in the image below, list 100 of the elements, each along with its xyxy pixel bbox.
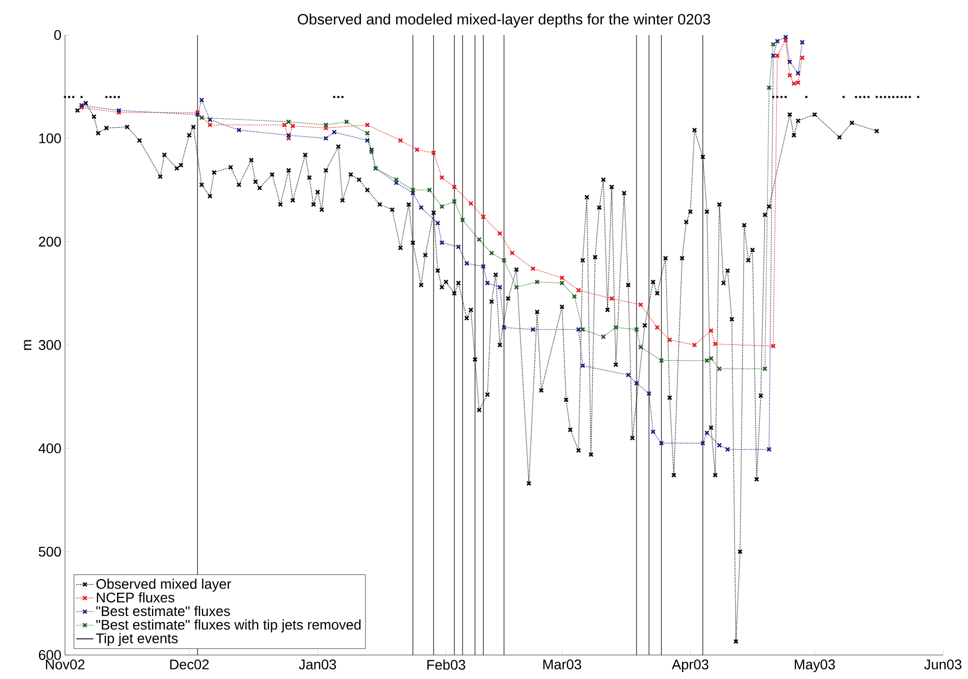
point xyxy=(497,230,502,236)
point xyxy=(770,42,776,47)
point xyxy=(410,190,416,196)
point xyxy=(626,372,631,378)
point xyxy=(452,198,457,204)
point xyxy=(712,341,718,347)
point xyxy=(716,442,722,448)
point xyxy=(476,237,482,242)
x-tick-label: Jun03 xyxy=(924,660,962,670)
point xyxy=(480,214,486,220)
point xyxy=(394,177,399,182)
legend-label: "Best estimate" fluxes xyxy=(96,606,230,616)
point xyxy=(704,430,710,436)
point xyxy=(654,324,660,330)
point xyxy=(800,40,805,45)
y-tick-label: 600 xyxy=(38,650,61,660)
point xyxy=(787,59,792,64)
point xyxy=(199,98,204,103)
point xyxy=(510,250,515,256)
point xyxy=(634,380,640,386)
ref-line-label: Tip jet events xyxy=(96,633,178,646)
point xyxy=(534,279,540,285)
point xyxy=(646,391,652,396)
point xyxy=(435,220,440,226)
point xyxy=(439,175,444,180)
point xyxy=(530,266,536,272)
point xyxy=(600,334,606,340)
point xyxy=(638,302,644,308)
point xyxy=(286,119,292,124)
point xyxy=(323,122,328,128)
point xyxy=(207,122,212,128)
point xyxy=(770,344,776,349)
point xyxy=(282,122,288,128)
point xyxy=(195,112,200,118)
point xyxy=(800,55,805,60)
point xyxy=(658,440,664,446)
point xyxy=(410,187,416,193)
point xyxy=(452,184,457,190)
point xyxy=(398,138,403,143)
x-tick-label: Dec02 xyxy=(170,660,209,670)
point xyxy=(700,440,706,446)
y-tick-label: 400 xyxy=(38,443,61,454)
point xyxy=(692,342,698,348)
y-axis-title: m xyxy=(24,340,32,350)
point xyxy=(576,326,582,332)
point xyxy=(332,130,337,135)
point xyxy=(770,53,776,58)
y-tick-label: 500 xyxy=(38,546,61,557)
point xyxy=(418,205,424,210)
point xyxy=(323,136,328,141)
point xyxy=(439,204,444,210)
point xyxy=(514,284,519,290)
point xyxy=(426,187,432,193)
point xyxy=(344,119,350,124)
point xyxy=(787,72,792,78)
point xyxy=(609,296,614,302)
point xyxy=(774,38,780,44)
point xyxy=(559,280,565,286)
y-tick-label: 100 xyxy=(39,133,61,144)
point xyxy=(414,147,420,152)
point xyxy=(796,70,801,76)
point xyxy=(464,260,470,266)
point xyxy=(207,117,212,122)
x-tick-label: Feb03 xyxy=(427,660,466,670)
point xyxy=(199,115,204,120)
point xyxy=(501,324,507,330)
x-tick-label: Jan03 xyxy=(298,660,336,670)
point xyxy=(634,326,640,332)
point xyxy=(783,34,788,40)
point xyxy=(762,366,768,372)
point xyxy=(580,363,586,368)
point xyxy=(439,240,444,246)
y-tick-label: 200 xyxy=(38,236,61,247)
point xyxy=(195,110,200,116)
y-tick-label: 0 xyxy=(54,30,61,40)
point xyxy=(116,110,122,116)
point xyxy=(766,446,772,452)
x-tick-label: Nov02 xyxy=(46,660,84,670)
point xyxy=(774,53,780,58)
legend-label: Observed mixed layer xyxy=(96,578,232,592)
point xyxy=(236,128,242,133)
point xyxy=(460,217,466,223)
point xyxy=(716,366,722,372)
point xyxy=(364,130,370,136)
point xyxy=(323,125,328,131)
point xyxy=(572,294,577,299)
point xyxy=(286,136,292,141)
point xyxy=(480,264,486,270)
point xyxy=(497,284,502,290)
point xyxy=(650,429,656,434)
point xyxy=(286,132,292,138)
point xyxy=(667,337,672,342)
point xyxy=(580,326,586,332)
chart-title: Observed and modeled mixed-layer depths for the winter 0203 xyxy=(298,14,710,28)
point xyxy=(456,244,461,250)
y-tick-label: 300 xyxy=(38,340,61,350)
x-tick-label: Apr03 xyxy=(672,660,708,672)
point xyxy=(658,358,664,364)
x-tick-label: Mar03 xyxy=(543,660,582,670)
point xyxy=(708,328,714,334)
